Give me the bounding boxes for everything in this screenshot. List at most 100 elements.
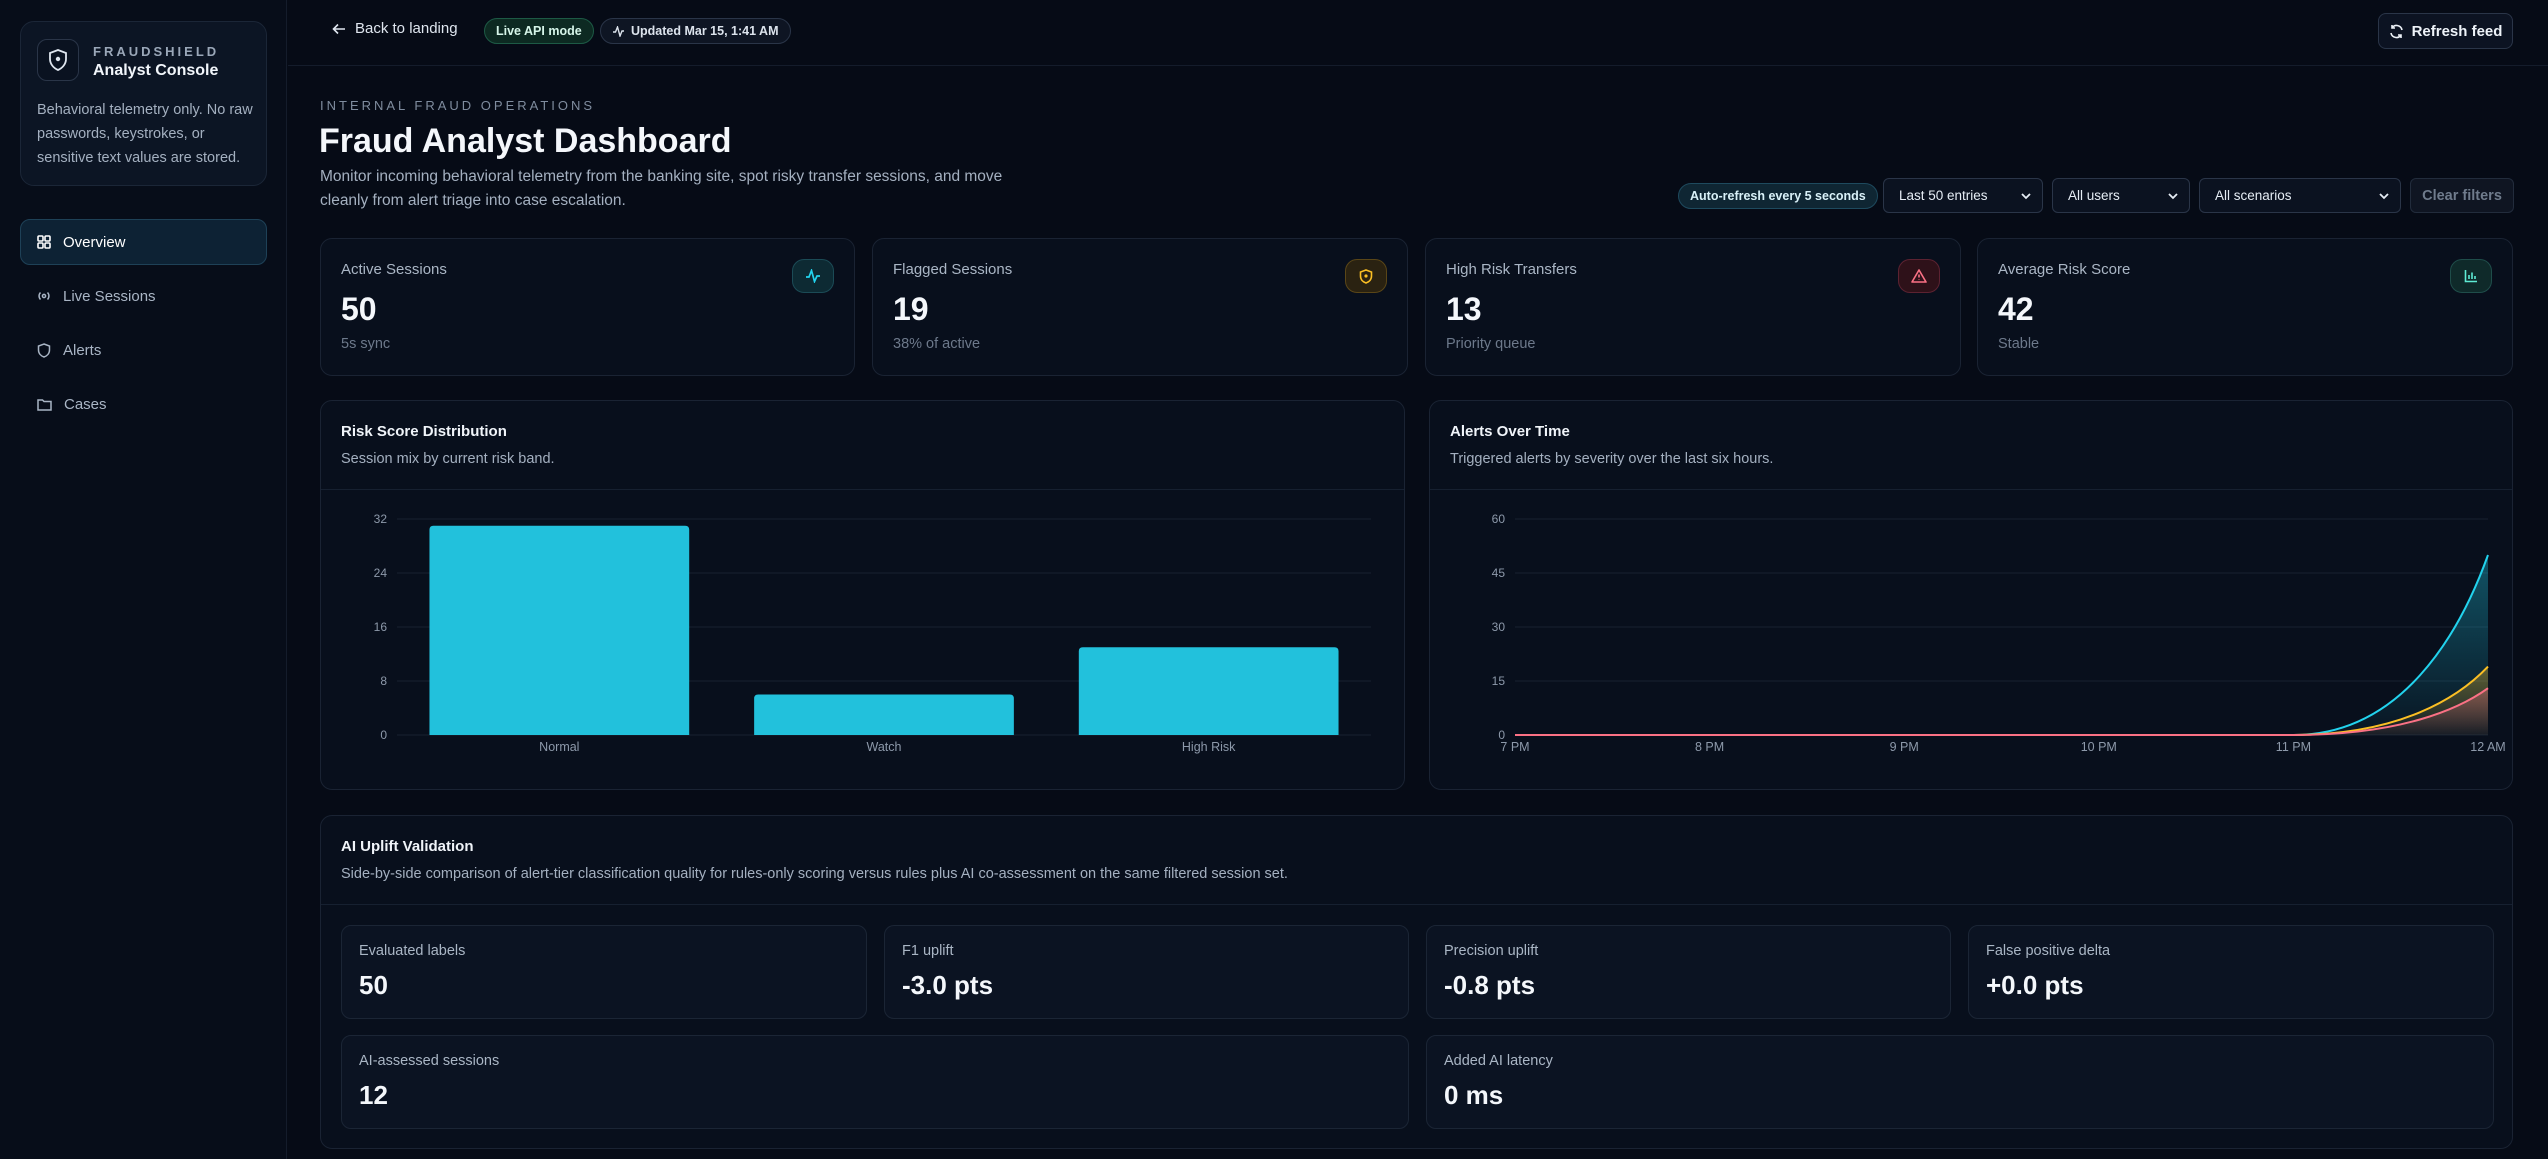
risk-bar-chart: 0 8 16 24 32 Normal Watch High Risk: [374, 512, 1371, 754]
entries-select-value: Last 50 entries: [1899, 188, 1988, 203]
metric-label: Evaluated labels: [359, 943, 466, 959]
chevron-down-icon: [2168, 193, 2178, 200]
panel-title: Alerts Over Time: [1450, 423, 1570, 440]
sidebar-item-overview[interactable]: Overview: [20, 219, 267, 265]
metric-evaluated-labels: Evaluated labels 50: [341, 925, 867, 1019]
bar-watch: [754, 694, 1014, 735]
x-tick-label: 8 PM: [1695, 740, 1724, 754]
scenarios-select-value: All scenarios: [2215, 188, 2292, 203]
live-mode-badge: Live API mode: [484, 18, 594, 44]
panel-subtitle: Session mix by current risk band.: [341, 451, 555, 467]
updated-label: Updated Mar 15, 1:41 AM: [631, 24, 779, 38]
stat-subtext: 5s sync: [341, 336, 391, 352]
metric-value: -0.8 pts: [1444, 970, 1536, 1000]
metric-label: Precision uplift: [1444, 943, 1539, 959]
metric-value: 50: [359, 970, 388, 1000]
refresh-feed-button[interactable]: Refresh feed: [2378, 13, 2513, 49]
stat-card-high-risk-transfers: High Risk Transfers 13 Priority queue: [1425, 238, 1961, 376]
stat-label: Flagged Sessions: [893, 261, 1013, 278]
y-tick-label: 32: [374, 512, 388, 526]
refresh-icon: [2389, 24, 2403, 38]
metric-ai-assessed-sessions: AI-assessed sessions 12: [341, 1035, 1409, 1129]
metric-label: F1 uplift: [902, 943, 954, 959]
x-tick-label: 10 PM: [2081, 740, 2117, 754]
sidebar: FRAUDSHIELD Analyst Console Behavioral t…: [0, 0, 287, 1159]
y-tick-label: 15: [1492, 674, 1506, 688]
y-tick-label: 60: [1492, 512, 1506, 526]
sidebar-item-alerts[interactable]: Alerts: [20, 327, 267, 373]
metric-value: 12: [359, 1080, 388, 1110]
y-tick-label: 16: [374, 620, 388, 634]
metric-added-ai-latency: Added AI latency 0 ms: [1426, 1035, 2494, 1129]
stat-value: 50: [341, 291, 377, 327]
stat-subtext: Stable: [1998, 336, 2040, 352]
series-area: [1515, 666, 2488, 735]
sidebar-item-cases[interactable]: Cases: [20, 381, 267, 427]
metric-f1-uplift: F1 uplift -3.0 pts: [884, 925, 1409, 1019]
y-tick-label: 45: [1492, 566, 1506, 580]
shield-icon: [1345, 259, 1387, 293]
bar-normal: [429, 525, 690, 735]
folder-icon: [37, 398, 52, 411]
back-label: Back to landing: [355, 20, 458, 37]
risk-distribution-panel: Risk Score Distribution Session mix by c…: [320, 400, 1405, 790]
stat-subtext: 38% of active: [893, 336, 981, 352]
sidebar-item-label: Overview: [63, 233, 126, 251]
updated-badge: Updated Mar 15, 1:41 AM: [600, 18, 791, 44]
x-tick-label: 7 PM: [1500, 740, 1529, 754]
page-eyebrow: INTERNAL FRAUD OPERATIONS: [320, 98, 596, 113]
metric-label: AI-assessed sessions: [359, 1053, 500, 1069]
metric-value: -3.0 pts: [902, 970, 994, 1000]
sidebar-nav: Overview Live Sessions Alerts Cases: [20, 219, 267, 435]
scenarios-select[interactable]: All scenarios: [2199, 178, 2401, 213]
radio-icon: [38, 291, 50, 301]
sidebar-item-label: Cases: [64, 395, 107, 413]
topbar: Back to landing Live API mode Updated Ma…: [288, 0, 2548, 66]
stat-value: 42: [1998, 291, 2034, 327]
activity-icon: [613, 25, 624, 37]
arrow-left-icon: [332, 23, 345, 34]
sidebar-item-label: Live Sessions: [63, 287, 156, 305]
stat-subtext: Priority queue: [1446, 336, 1536, 352]
page-description: Monitor incoming behavioral telemetry fr…: [320, 168, 1003, 209]
panel-title: Risk Score Distribution: [341, 423, 507, 440]
panel-subtitle: Triggered alerts by severity over the la…: [1450, 451, 1774, 467]
sidebar-item-live-sessions[interactable]: Live Sessions: [20, 273, 267, 319]
x-tick-label: 9 PM: [1890, 740, 1919, 754]
x-tick-label: Normal: [539, 740, 579, 754]
chevron-down-icon: [2379, 193, 2389, 200]
metric-precision-uplift: Precision uplift -0.8 pts: [1426, 925, 1951, 1019]
stat-label: High Risk Transfers: [1446, 261, 1577, 278]
stat-label: Average Risk Score: [1998, 261, 2131, 278]
x-tick-label: 12 AM: [2470, 740, 2505, 754]
metric-false-positive-delta: False positive delta +0.0 pts: [1968, 925, 2494, 1019]
alerts-over-time-panel: Alerts Over Time Triggered alerts by sev…: [1429, 400, 2513, 790]
panel-title: AI Uplift Validation: [341, 838, 474, 855]
series-area: [1515, 688, 2488, 735]
users-select[interactable]: All users: [2052, 178, 2190, 213]
bar-chart-icon: [2450, 259, 2492, 293]
shield-icon: [37, 39, 79, 81]
alerts-area-chart: 0 15 30 45 60 7 PM 8 PM 9 PM 10 PM 11 PM 12 AM: [1492, 512, 2506, 754]
y-tick-label: 0: [380, 728, 387, 742]
users-select-value: All users: [2068, 188, 2120, 203]
back-link[interactable]: Back to landing: [332, 20, 458, 37]
entries-select[interactable]: Last 50 entries: [1883, 178, 2043, 213]
stat-value: 13: [1446, 291, 1482, 327]
clear-filters-button[interactable]: Clear filters: [2410, 178, 2514, 213]
activity-icon: [792, 259, 834, 293]
y-tick-label: 8: [380, 674, 387, 688]
brand-card: FRAUDSHIELD Analyst Console Behavioral t…: [20, 21, 267, 186]
brand-name: Analyst Console: [93, 62, 219, 79]
divider: [321, 489, 1404, 490]
warning-icon: [1898, 259, 1940, 293]
y-tick-label: 0: [1498, 728, 1505, 742]
metric-label: Added AI latency: [1444, 1053, 1553, 1069]
metric-label: False positive delta: [1986, 943, 2111, 959]
x-tick-label: 11 PM: [2276, 740, 2311, 754]
ai-uplift-panel: AI Uplift Validation Side-by-side compar…: [320, 815, 2513, 1149]
page-title: Fraud Analyst Dashboard: [319, 122, 732, 160]
chevron-down-icon: [2021, 193, 2031, 200]
bar-high-risk: [1078, 647, 1339, 735]
brand-kicker: FRAUDSHIELD: [93, 44, 220, 59]
